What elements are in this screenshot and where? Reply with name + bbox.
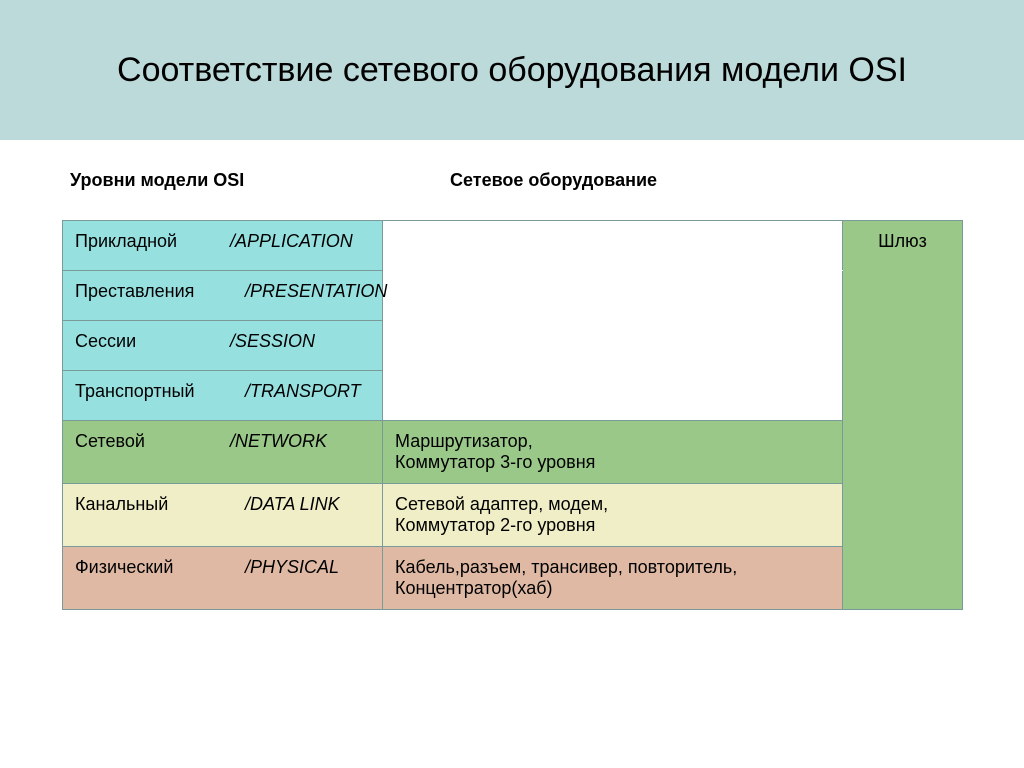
layer-cell: Физический/PHYSICAL <box>63 547 383 610</box>
equipment-cell: Маршрутизатор, Коммутатор 3-го уровня <box>383 421 843 484</box>
layer-cell: Сессии/SESSION <box>63 321 383 371</box>
layer-cell: Канальный/DATA LINK <box>63 484 383 547</box>
layer-name-en: /PHYSICAL <box>245 557 339 578</box>
equipment-cell <box>383 221 843 271</box>
equipment-cell <box>383 321 843 371</box>
layer-name-en: /DATA LINK <box>245 494 340 515</box>
layer-cell: Сетевой/NETWORK <box>63 421 383 484</box>
subheader-equipment: Сетевое оборудование <box>450 170 954 191</box>
slide: Соответствие сетевого оборудования модел… <box>0 0 1024 768</box>
osi-table: Прикладной/APPLICATIONШлюзПреставления/P… <box>62 220 963 610</box>
equipment-cell <box>383 371 843 421</box>
slide-title: Соответствие сетевого оборудования модел… <box>0 0 1024 140</box>
layer-name-en: /PRESENTATION <box>245 281 387 302</box>
equipment-cell: Сетевой адаптер, модем, Коммутатор 2-го … <box>383 484 843 547</box>
subheaders: Уровни модели OSI Сетевое оборудование <box>70 170 954 191</box>
table-row: Канальный/DATA LINKСетевой адаптер, моде… <box>63 484 963 547</box>
layer-name-en: /NETWORK <box>230 431 327 452</box>
layer-name-ru: Физический <box>75 557 245 578</box>
layer-name-en: /TRANSPORT <box>245 381 361 402</box>
layer-name-ru: Сетевой <box>75 431 230 452</box>
layer-cell: Прикладной/APPLICATION <box>63 221 383 271</box>
table-row: Физический/PHYSICALКабель,разъем, транси… <box>63 547 963 610</box>
layer-name-en: /SESSION <box>230 331 315 352</box>
equipment-cell <box>383 271 843 321</box>
layer-name-ru: Преставления <box>75 281 245 302</box>
equipment-cell: Кабель,разъем, трансивер, повторитель, К… <box>383 547 843 610</box>
table-row: Прикладной/APPLICATIONШлюз <box>63 221 963 271</box>
layer-cell: Транспортный/TRANSPORT <box>63 371 383 421</box>
layer-name-ru: Канальный <box>75 494 245 515</box>
layer-name-ru: Транспортный <box>75 381 245 402</box>
layer-name-ru: Сессии <box>75 331 230 352</box>
table-row: Преставления/PRESENTATION <box>63 271 963 321</box>
osi-table-wrap: Прикладной/APPLICATIONШлюзПреставления/P… <box>62 220 962 610</box>
gateway-cell: Шлюз <box>843 221 963 610</box>
layer-name-ru: Прикладной <box>75 231 230 252</box>
subheader-layers: Уровни модели OSI <box>70 170 450 191</box>
table-row: Сессии/SESSION <box>63 321 963 371</box>
layer-name-en: /APPLICATION <box>230 231 353 252</box>
layer-cell: Преставления/PRESENTATION <box>63 271 383 321</box>
table-row: Транспортный/TRANSPORT <box>63 371 963 421</box>
table-row: Сетевой/NETWORKМаршрутизатор, Коммутатор… <box>63 421 963 484</box>
